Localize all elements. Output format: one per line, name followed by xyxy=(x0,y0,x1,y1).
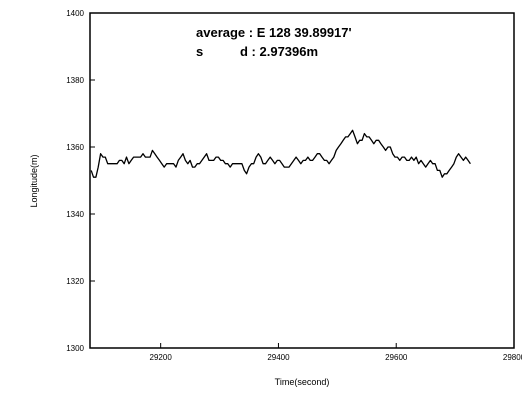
x-tick-label: 29600 xyxy=(385,353,408,362)
axis-ticks xyxy=(90,12,515,349)
std-annotation-prefix: s xyxy=(196,44,203,59)
plot-frame xyxy=(89,12,515,349)
y-tick-label: 1400 xyxy=(66,9,84,18)
y-tick-label: 1320 xyxy=(66,277,84,286)
average-annotation: average : E 128 39.89917' xyxy=(196,25,352,40)
y-tick-label: 1380 xyxy=(66,76,84,85)
x-tick-label: 29200 xyxy=(150,353,173,362)
y-tick-label: 1360 xyxy=(66,143,84,152)
axis-tick-labels: 29200 29400 29600 29800 1300 1320 1340 1360 1380… xyxy=(66,9,522,362)
x-tick-label: 29800 xyxy=(503,353,522,362)
longitude-series-line xyxy=(90,129,471,178)
std-annotation-value: d : 2.97396m xyxy=(240,44,318,59)
x-tick-label: 29400 xyxy=(267,353,290,362)
y-tick-label: 1340 xyxy=(66,210,84,219)
x-axis-label: Time(second) xyxy=(275,377,330,387)
y-tick-label: 1300 xyxy=(66,344,84,353)
y-axis-label: Longitude(m) xyxy=(29,154,39,207)
